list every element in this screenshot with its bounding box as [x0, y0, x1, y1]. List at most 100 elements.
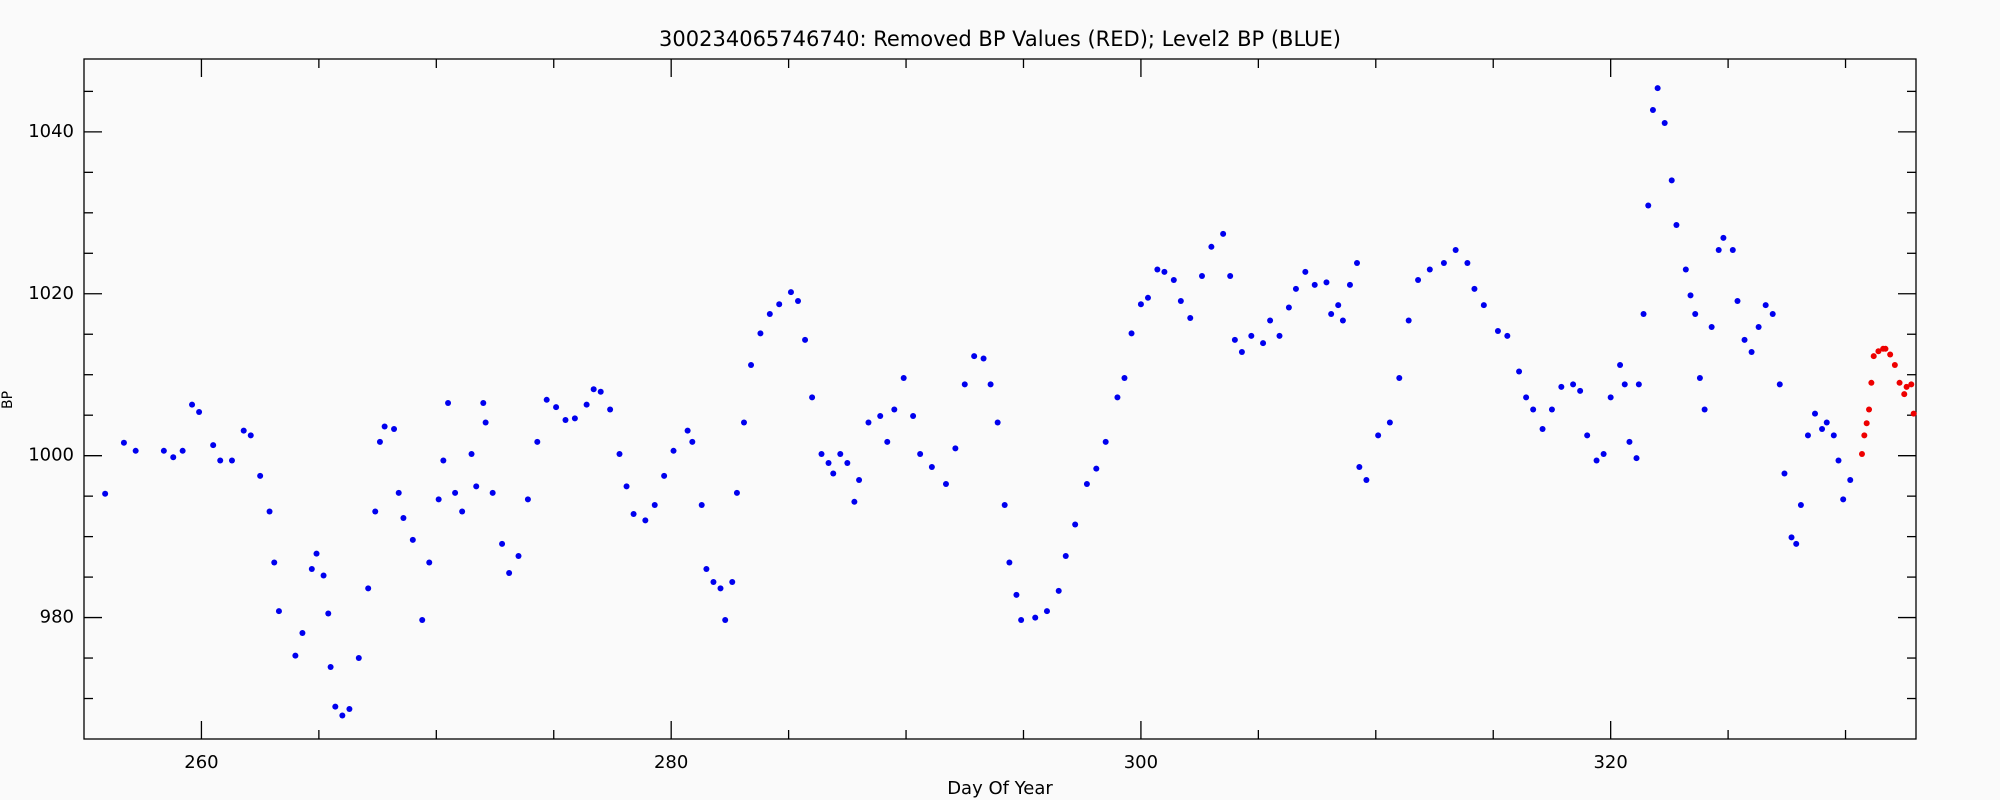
- data-point: [1635, 381, 1642, 388]
- data-point: [1661, 119, 1668, 126]
- data-point: [703, 566, 710, 572]
- data-point: [1797, 502, 1804, 509]
- data-point: [607, 406, 614, 413]
- data-point: [217, 457, 224, 464]
- data-point: [1121, 374, 1128, 381]
- data-point: [1013, 591, 1020, 598]
- data-point: [346, 706, 353, 713]
- data-point: [877, 413, 884, 419]
- data-point: [1516, 368, 1523, 375]
- data-point: [1741, 336, 1748, 343]
- data-point: [409, 536, 416, 543]
- data-point: [1267, 317, 1274, 324]
- data-point: [1708, 323, 1715, 330]
- data-point: [1548, 406, 1555, 413]
- data-point: [1868, 379, 1875, 386]
- data-point: [689, 438, 696, 445]
- data-point: [1001, 502, 1008, 509]
- data-point: [1426, 266, 1433, 273]
- data-point: [381, 423, 388, 430]
- data-point: [1649, 107, 1656, 113]
- data-point: [571, 415, 578, 422]
- data-point: [196, 408, 203, 415]
- data-point: [189, 401, 196, 408]
- data-point: [1480, 302, 1487, 309]
- data-point: [1788, 534, 1795, 541]
- plot-frame: [83, 58, 1917, 740]
- y-axis-label: BP: [0, 391, 16, 409]
- data-point: [1682, 266, 1689, 273]
- data-point: [1440, 260, 1447, 266]
- data-point: [1187, 315, 1194, 322]
- data-point: [1896, 379, 1903, 386]
- data-point: [1617, 362, 1624, 368]
- data-point: [1645, 202, 1652, 209]
- data-point: [445, 400, 452, 407]
- data-point: [1072, 521, 1079, 528]
- data-point: [757, 330, 764, 337]
- data-point: [597, 388, 604, 395]
- data-point: [1248, 332, 1255, 339]
- data-point: [994, 419, 1001, 426]
- x-tick-label: 280: [654, 752, 688, 773]
- data-point: [1875, 348, 1882, 355]
- data-point: [917, 451, 924, 458]
- data-point: [506, 570, 513, 577]
- data-point: [1356, 464, 1363, 470]
- data-point: [132, 447, 139, 454]
- data-point: [1577, 387, 1584, 394]
- data-point: [987, 381, 994, 388]
- data-point: [809, 394, 816, 401]
- data-point: [590, 386, 597, 393]
- data-point: [1177, 298, 1184, 305]
- data-point: [1870, 353, 1877, 360]
- data-point: [1464, 260, 1471, 266]
- data-point: [616, 451, 623, 458]
- data-point: [837, 451, 844, 458]
- data-point: [1375, 432, 1382, 439]
- data-point: [1769, 311, 1776, 317]
- data-point: [722, 617, 729, 623]
- data-point: [325, 610, 332, 617]
- data-point: [562, 417, 569, 424]
- data-point: [1781, 470, 1788, 477]
- data-point: [748, 362, 755, 368]
- data-point: [160, 447, 167, 454]
- x-tick-label: 300: [1124, 752, 1158, 773]
- data-point: [961, 381, 968, 388]
- data-point: [698, 502, 705, 509]
- data-point: [1494, 328, 1501, 334]
- data-point: [583, 401, 590, 408]
- data-point: [729, 578, 736, 585]
- data-point: [1640, 311, 1647, 317]
- data-point: [339, 712, 346, 719]
- data-point: [1055, 587, 1062, 594]
- data-point: [1673, 221, 1680, 228]
- data-point: [1668, 177, 1675, 184]
- chart-title: 300234065746740: Removed BP Values (RED)…: [659, 27, 1341, 51]
- data-point: [499, 540, 506, 547]
- data-point: [1593, 457, 1600, 464]
- data-point: [1302, 268, 1309, 275]
- y-tick-label: 1020: [28, 283, 74, 304]
- data-point: [524, 496, 531, 503]
- y-tick-label: 1000: [28, 445, 74, 466]
- data-point: [1882, 345, 1889, 352]
- data-point: [473, 483, 480, 490]
- data-point: [1093, 465, 1100, 472]
- data-point: [710, 578, 717, 585]
- data-point: [372, 508, 379, 515]
- data-point: [1762, 302, 1769, 309]
- data-point: [553, 404, 560, 411]
- data-point: [1692, 311, 1699, 317]
- data-point: [1584, 432, 1591, 439]
- data-point: [1523, 394, 1530, 401]
- data-point: [1144, 294, 1151, 301]
- data-point: [651, 502, 658, 509]
- data-point: [1114, 394, 1121, 401]
- data-point: [1311, 281, 1318, 288]
- data-point: [1452, 247, 1459, 254]
- data-point: [440, 457, 447, 464]
- x-axis-label: Day Of Year: [947, 778, 1053, 799]
